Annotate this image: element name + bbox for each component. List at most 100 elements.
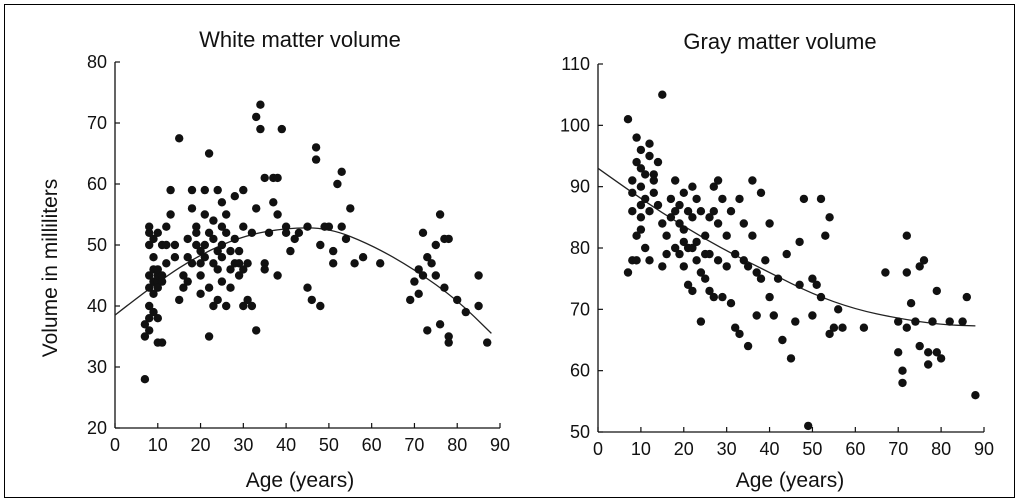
chart1-x-tick-label: 40 [276,435,296,455]
chart2-data-point [641,170,650,179]
chart2-data-point [636,225,646,234]
chart2-y-tick-label: 80 [570,238,590,258]
chart2-data-point [653,157,663,167]
chart1-data-point [175,134,184,143]
chart1-data-point [444,234,453,244]
chart2-data-point [718,292,727,302]
chart2-data-point [705,249,714,259]
chart1-data-point [213,185,222,195]
chart1-data-point [329,259,338,268]
chart2-data-point [936,354,946,363]
chart1-data-point [239,301,248,311]
chart1-data-point [157,271,167,280]
chart2-data-point [898,378,907,388]
chart1-y-tick-label: 60 [87,174,107,194]
chart2-data-point [641,194,650,204]
chart2-data-point [679,237,688,247]
chart2-data-point [919,256,929,265]
chart1-data-point [226,283,235,292]
chart1-y-tick-label: 20 [87,418,107,438]
chart1-data-point [316,240,325,250]
chart1-data-point [222,228,231,237]
chart2-data-point [675,200,684,210]
chart2-data-point [795,280,804,289]
chart1-data-point [222,301,231,311]
chart1-data-point [179,283,188,292]
chart1-data-point [474,301,483,311]
chart2-x-axis-label: Age (years) [736,469,845,492]
chart2-x-tick-label: 60 [845,439,865,459]
chart1-data-point [346,204,355,213]
chart1-data-point [153,314,162,323]
chart1-data-point [333,179,342,189]
chart2-data-point [825,329,834,339]
chart1-data-point [145,228,154,237]
chart2-data-point [739,256,748,265]
chart1-data-point [350,259,359,268]
chart2-data-point [881,268,890,277]
chart2-data-point [932,348,941,357]
chart2-data-point [958,317,967,326]
chart1-data-point [294,228,304,237]
chart1-data-point [418,271,428,280]
chart2-data-point [765,219,774,228]
chart1-x-tick-label: 70 [404,435,424,455]
chart1-data-point [256,124,265,134]
chart1-x-tick-label: 60 [362,435,382,455]
chart2-data-point [786,354,796,363]
chart1-data-point [435,210,445,219]
chart1-data-point [269,198,278,207]
chart1-data-point [273,210,282,219]
chart1-data-point [290,234,299,244]
chart2-data-point [658,262,667,271]
chart1-data-point [337,222,346,231]
chart2-data-point [709,207,718,216]
chart2-data-point [632,256,641,265]
chart1-y-tick-label: 40 [87,296,107,316]
chart2-data-point [713,219,723,228]
chart2-data-point [709,292,718,302]
chart1-x-tick-label: 10 [148,435,168,455]
chart2-data-point [945,317,954,326]
chart2-data-point [748,176,757,185]
chart2-data-point [645,256,654,265]
chart1-data-point [264,228,274,237]
chart2-data-point [632,231,641,240]
chart2-data-point [628,176,637,185]
chart1-data-point [243,259,252,268]
chart1-data-point [145,301,154,311]
chart1-data-point [204,149,214,158]
chart2-data-point [812,280,821,289]
chart1-data-point [175,295,184,305]
chart1-x-axis-label: Age (years) [246,469,355,492]
chart1-data-point [149,234,158,244]
chart2-y-tick-label: 50 [570,422,590,442]
chart2-data-point [735,194,744,204]
chart1-data-point [187,259,197,268]
chart2-y-tick-label: 110 [561,54,590,74]
chart1-data-point [170,253,180,262]
chart1-data-point [145,314,154,323]
chart1-data-point [358,253,368,262]
chart2-data-point [692,194,701,204]
chart1-data-point [376,259,385,268]
chart2-data-point [739,219,748,228]
chart2-data-point [645,207,654,216]
chart2-data-point [632,133,641,142]
chart2-data-point [653,200,663,210]
chart2-data-point [765,292,774,302]
chart1-data-point [234,271,244,280]
chart2-data-point [748,231,757,240]
chart2-data-point [915,341,924,351]
chart1-data-point [329,246,338,256]
chart1-data-point [200,240,209,250]
chart2-data-point [713,256,723,265]
chart1-data-point [157,338,167,347]
chart1-data-point [414,289,423,298]
chart2-x-tick-label: 50 [802,439,822,459]
chart2-data-point [816,194,826,204]
chart1-data-point [192,228,201,237]
chart2-data-point [902,231,911,240]
chart2-data-point [709,182,718,191]
